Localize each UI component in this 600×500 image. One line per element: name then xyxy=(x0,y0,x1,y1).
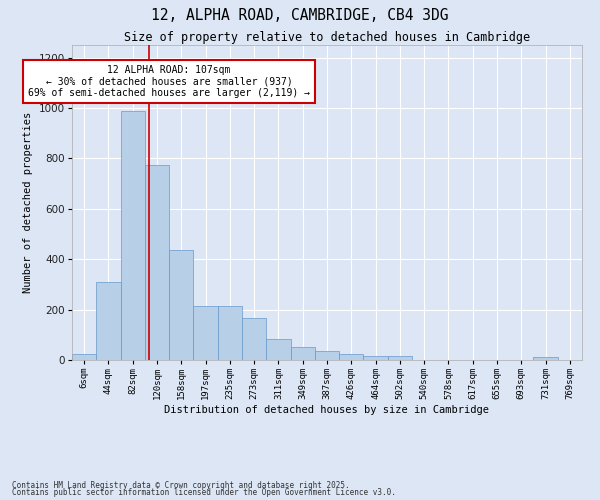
Bar xyxy=(169,250,193,360)
Text: Contains public sector information licensed under the Open Government Licence v3: Contains public sector information licen… xyxy=(12,488,396,497)
Bar xyxy=(388,356,412,360)
Bar xyxy=(315,351,339,360)
Title: Size of property relative to detached houses in Cambridge: Size of property relative to detached ho… xyxy=(124,31,530,44)
Bar xyxy=(121,110,145,360)
Bar xyxy=(242,318,266,360)
Bar xyxy=(290,348,315,360)
Bar xyxy=(72,354,96,360)
Bar xyxy=(145,164,169,360)
Bar xyxy=(193,306,218,360)
Bar xyxy=(96,282,121,360)
X-axis label: Distribution of detached houses by size in Cambridge: Distribution of detached houses by size … xyxy=(164,405,490,415)
Bar xyxy=(339,354,364,360)
Bar xyxy=(364,356,388,360)
Text: 12 ALPHA ROAD: 107sqm
← 30% of detached houses are smaller (937)
69% of semi-det: 12 ALPHA ROAD: 107sqm ← 30% of detached … xyxy=(28,65,310,98)
Bar xyxy=(266,340,290,360)
Y-axis label: Number of detached properties: Number of detached properties xyxy=(23,112,33,293)
Bar xyxy=(218,306,242,360)
Text: 12, ALPHA ROAD, CAMBRIDGE, CB4 3DG: 12, ALPHA ROAD, CAMBRIDGE, CB4 3DG xyxy=(151,8,449,22)
Bar xyxy=(533,358,558,360)
Text: Contains HM Land Registry data © Crown copyright and database right 2025.: Contains HM Land Registry data © Crown c… xyxy=(12,480,350,490)
